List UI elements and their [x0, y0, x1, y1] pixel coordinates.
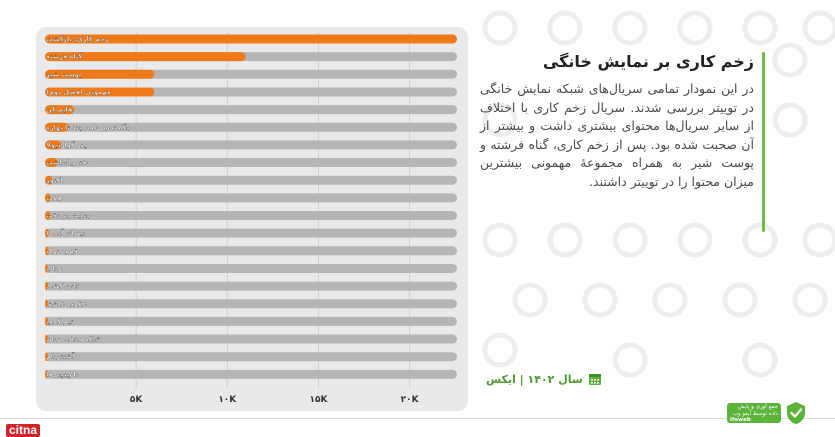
bar-category-label: جگه تموم عمر چند تا بهاره	[46, 123, 131, 131]
bar-category-label: آشنتردام	[46, 352, 75, 361]
bar-category-label: هفت	[46, 194, 63, 202]
bar-category-label: دفتر یادداشت	[46, 159, 90, 167]
bar-track	[45, 228, 457, 238]
bar	[45, 122, 69, 132]
shield-logo-icon	[787, 402, 805, 424]
bar-track	[45, 352, 457, 362]
bar-track	[45, 246, 457, 256]
bar-category-label: جنایت بی‌دقت	[46, 212, 91, 220]
bar-track	[45, 140, 457, 150]
bar-track	[45, 334, 457, 344]
bar	[45, 34, 457, 44]
accent-line	[762, 52, 765, 232]
logo-badge: جمع آوری و پایش داده توسط آیفو وب ifoweb	[727, 403, 781, 423]
bar	[45, 281, 48, 291]
bar-category-label: مرداب	[46, 264, 66, 272]
bar-track	[45, 281, 457, 291]
bar	[45, 352, 48, 362]
bar	[45, 369, 48, 379]
bar-track	[45, 263, 457, 273]
bar-category-label: اکتور	[45, 176, 62, 184]
bar-category-label: قهوه ترک	[46, 247, 78, 255]
bar	[45, 69, 155, 79]
bar-track	[45, 211, 457, 220]
bar-category-label: داوینچی‌ها	[46, 370, 80, 378]
bar-track	[45, 175, 457, 185]
bar	[45, 52, 246, 62]
bar-category-label: مهمونی (فصل دوم)	[46, 88, 111, 96]
bar-category-label: تیم کمپ	[46, 317, 73, 325]
bar	[45, 263, 48, 273]
publisher-logo: جمع آوری و پایش داده توسط آیفو وب ifoweb	[727, 400, 819, 426]
year-label: سال ۱۴۰۲ | ایکس	[486, 372, 583, 386]
bar	[45, 158, 58, 168]
x-tick-label: ۲۰K	[401, 395, 420, 405]
bar-track	[45, 299, 457, 309]
bar	[45, 246, 49, 256]
bar-category-label: عقرب عاشق	[46, 300, 87, 308]
bar-track	[45, 158, 457, 168]
description-text: در این نمودار تمامی سریال‌های شبکه نمایش…	[480, 81, 754, 189]
x-tick-label: ۵K	[130, 395, 143, 405]
bar	[45, 316, 48, 326]
bar-track	[45, 369, 457, 379]
bar	[45, 87, 155, 97]
bar	[45, 140, 62, 150]
bar-track	[45, 316, 457, 326]
x-tick-label: ۱۰K	[218, 395, 237, 405]
bar-category-label: شبکه مخفی زنان	[46, 335, 101, 343]
bar-category-label: پوست شیر	[45, 70, 81, 78]
bar-category-label: نیسان آبی ۲	[46, 228, 85, 237]
year-source-row: سال ۱۴۰۲ | ایکس	[486, 371, 602, 387]
bar-track	[45, 105, 457, 115]
x-tick-label: ۱۵K	[309, 395, 328, 405]
bar	[45, 211, 51, 220]
calendar-icon	[588, 374, 601, 385]
bar-category-label: خاتن کشی	[46, 282, 81, 290]
bar	[45, 299, 48, 309]
bar	[45, 105, 75, 115]
logo-text: جمع آوری و پایش داده توسط آیفو وب	[732, 404, 778, 417]
bar-track	[45, 193, 457, 203]
bar	[45, 334, 48, 344]
page-title: زخم کاری بر نمایش خانگی	[542, 52, 754, 71]
bar-category-label: گناه فرشته	[46, 53, 82, 61]
bar-track	[45, 122, 457, 132]
logo-sub: ifoweb	[730, 417, 751, 423]
source-watermark: citna	[6, 424, 41, 437]
bar	[45, 175, 53, 185]
footer-divider	[0, 418, 835, 419]
bar-category-label: رهایم کن	[46, 106, 76, 114]
bar	[45, 193, 51, 203]
bar	[45, 228, 49, 238]
bar-category-label: پدر گواردیولا	[46, 141, 87, 149]
bar-category-label: زخم کاری: بازگشت	[46, 35, 109, 43]
